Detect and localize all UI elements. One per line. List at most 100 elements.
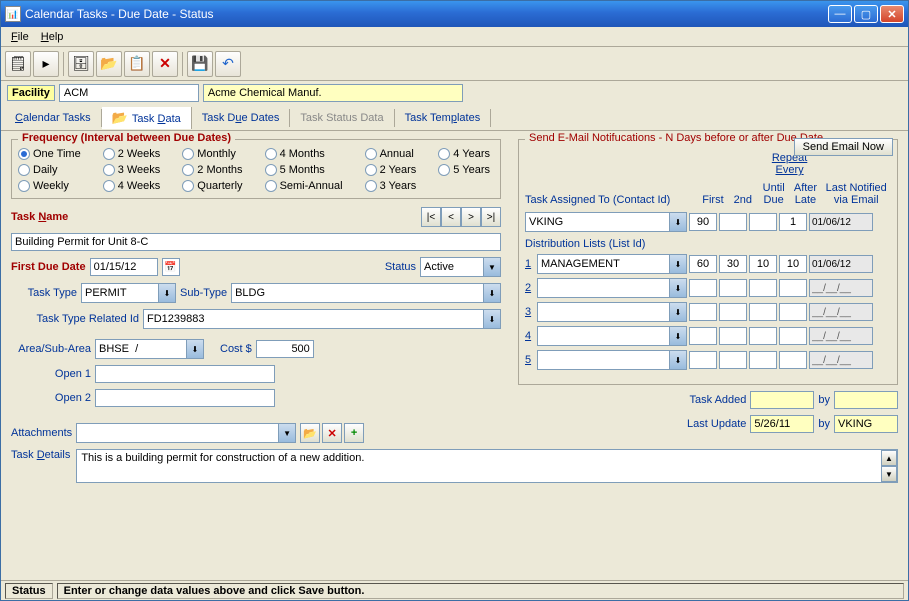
dropdown-icon[interactable]: ⬇ <box>483 310 500 328</box>
assigned-2nd-input[interactable] <box>719 213 747 231</box>
dist-first-input[interactable] <box>689 255 717 273</box>
assigned-first-input[interactable] <box>689 213 717 231</box>
dist-2nd-input[interactable] <box>719 351 747 369</box>
dropdown-icon[interactable]: ▼ <box>278 424 295 442</box>
dropdown-icon[interactable]: ⬇ <box>483 284 500 302</box>
toolbar-copy-icon[interactable]: 📋 <box>124 51 150 77</box>
dropdown-icon[interactable]: ⬇ <box>669 213 686 231</box>
dropdown-icon[interactable]: ⬇ <box>669 279 686 297</box>
facility-code-input[interactable] <box>59 84 199 102</box>
dist-id-combo[interactable]: ⬇ <box>537 254 687 274</box>
assigned-until-input[interactable] <box>749 213 777 231</box>
radio-one-time[interactable]: One Time <box>18 148 85 160</box>
subtype-input[interactable] <box>232 284 483 302</box>
dropdown-icon[interactable]: ⬇ <box>669 327 686 345</box>
radio-daily[interactable]: Daily <box>18 164 85 176</box>
attachment-add-button[interactable]: + <box>344 423 364 443</box>
dist-until-input[interactable] <box>749 303 777 321</box>
dropdown-icon[interactable]: ⬇ <box>158 284 175 302</box>
toolbar-save-icon[interactable]: 💾 <box>187 51 213 77</box>
tab-task-data[interactable]: 📂Task Data <box>102 107 192 129</box>
dropdown-icon[interactable]: ⬇ <box>669 351 686 369</box>
area-combo[interactable]: ⬇ <box>95 339 204 359</box>
dist-id-input[interactable] <box>538 255 669 273</box>
radio-annual[interactable]: Annual <box>365 148 421 160</box>
calendar-icon[interactable]: 📅 <box>162 258 180 276</box>
scroll-up-icon[interactable]: ▲ <box>881 450 897 466</box>
dist-after-input[interactable] <box>779 351 807 369</box>
radio-quarterly[interactable]: Quarterly <box>182 180 246 192</box>
task-type-combo[interactable]: ⬇ <box>81 283 176 303</box>
dist-2nd-input[interactable] <box>719 303 747 321</box>
radio-monthly[interactable]: Monthly <box>182 148 246 160</box>
minimize-button[interactable]: — <box>828 5 852 23</box>
dist-id-combo[interactable]: ⬇ <box>537 302 687 322</box>
radio-5years[interactable]: 5 Years <box>438 164 494 176</box>
related-id-combo[interactable]: ⬇ <box>143 309 501 329</box>
dist-2nd-input[interactable] <box>719 255 747 273</box>
cost-input[interactable] <box>256 340 314 358</box>
dist-id-input[interactable] <box>538 303 669 321</box>
dist-first-input[interactable] <box>689 351 717 369</box>
status-combo[interactable]: ▼ <box>420 257 501 277</box>
area-input[interactable] <box>96 340 186 358</box>
status-value[interactable] <box>421 258 483 276</box>
task-type-input[interactable] <box>82 284 158 302</box>
dist-until-input[interactable] <box>749 327 777 345</box>
nav-last-button[interactable]: >| <box>481 207 501 227</box>
attachment-open-button[interactable]: 📂 <box>300 423 320 443</box>
radio-2months[interactable]: 2 Months <box>182 164 246 176</box>
first-due-date-input[interactable] <box>90 258 158 276</box>
dist-first-input[interactable] <box>689 327 717 345</box>
radio-2weeks[interactable]: 2 Weeks <box>103 148 165 160</box>
open1-input[interactable] <box>95 365 275 383</box>
dist-id-input[interactable] <box>538 279 669 297</box>
dist-until-input[interactable] <box>749 279 777 297</box>
dist-until-input[interactable] <box>749 351 777 369</box>
nav-first-button[interactable]: |< <box>421 207 441 227</box>
attachments-combo[interactable]: ▼ <box>76 423 296 443</box>
radio-4weeks[interactable]: 4 Weeks <box>103 180 165 192</box>
dropdown-icon[interactable]: ▼ <box>483 258 500 276</box>
dist-2nd-input[interactable] <box>719 279 747 297</box>
toolbar-btn-1[interactable]: 🗒 <box>5 51 31 77</box>
task-details-textarea[interactable]: This is a building permit for constructi… <box>76 449 898 483</box>
attachment-delete-button[interactable]: ✕ <box>322 423 342 443</box>
open2-input[interactable] <box>95 389 275 407</box>
menu-help[interactable]: Help <box>35 29 70 45</box>
tab-calendar-tasks[interactable]: Calendar Tasks <box>5 109 102 127</box>
dist-until-input[interactable] <box>749 255 777 273</box>
dist-id-input[interactable] <box>538 327 669 345</box>
radio-4years[interactable]: 4 Years <box>438 148 494 160</box>
radio-2years[interactable]: 2 Years <box>365 164 421 176</box>
send-email-button[interactable]: Send Email Now <box>794 138 893 156</box>
dist-after-input[interactable] <box>779 255 807 273</box>
assigned-to-combo[interactable]: ⬇ <box>525 212 687 232</box>
task-name-input[interactable] <box>11 233 501 251</box>
dist-after-input[interactable] <box>779 327 807 345</box>
tab-due-dates[interactable]: Task Due Dates <box>192 109 291 127</box>
menu-file[interactable]: File <box>5 29 35 45</box>
maximize-button[interactable]: ▢ <box>854 5 878 23</box>
dropdown-icon[interactable]: ⬇ <box>669 255 686 273</box>
radio-semi-annual[interactable]: Semi-Annual <box>265 180 347 192</box>
radio-3years[interactable]: 3 Years <box>365 180 421 192</box>
scroll-down-icon[interactable]: ▼ <box>881 466 897 482</box>
attachments-input[interactable] <box>77 424 278 442</box>
dropdown-icon[interactable]: ⬇ <box>186 340 203 358</box>
radio-5months[interactable]: 5 Months <box>265 164 347 176</box>
toolbar-open-icon[interactable]: 📂 <box>96 51 122 77</box>
toolbar-db-icon[interactable]: 🗄 <box>68 51 94 77</box>
dist-after-input[interactable] <box>779 303 807 321</box>
nav-next-button[interactable]: > <box>461 207 481 227</box>
dist-id-combo[interactable]: ⬇ <box>537 326 687 346</box>
radio-3weeks[interactable]: 3 Weeks <box>103 164 165 176</box>
dropdown-icon[interactable]: ⬇ <box>669 303 686 321</box>
assigned-to-input[interactable] <box>526 213 669 231</box>
tab-templates[interactable]: Task Templates <box>395 109 492 127</box>
dist-2nd-input[interactable] <box>719 327 747 345</box>
nav-prev-button[interactable]: < <box>441 207 461 227</box>
close-button[interactable]: ✕ <box>880 5 904 23</box>
toolbar-delete-icon[interactable]: ✕ <box>152 51 178 77</box>
radio-4months[interactable]: 4 Months <box>265 148 347 160</box>
